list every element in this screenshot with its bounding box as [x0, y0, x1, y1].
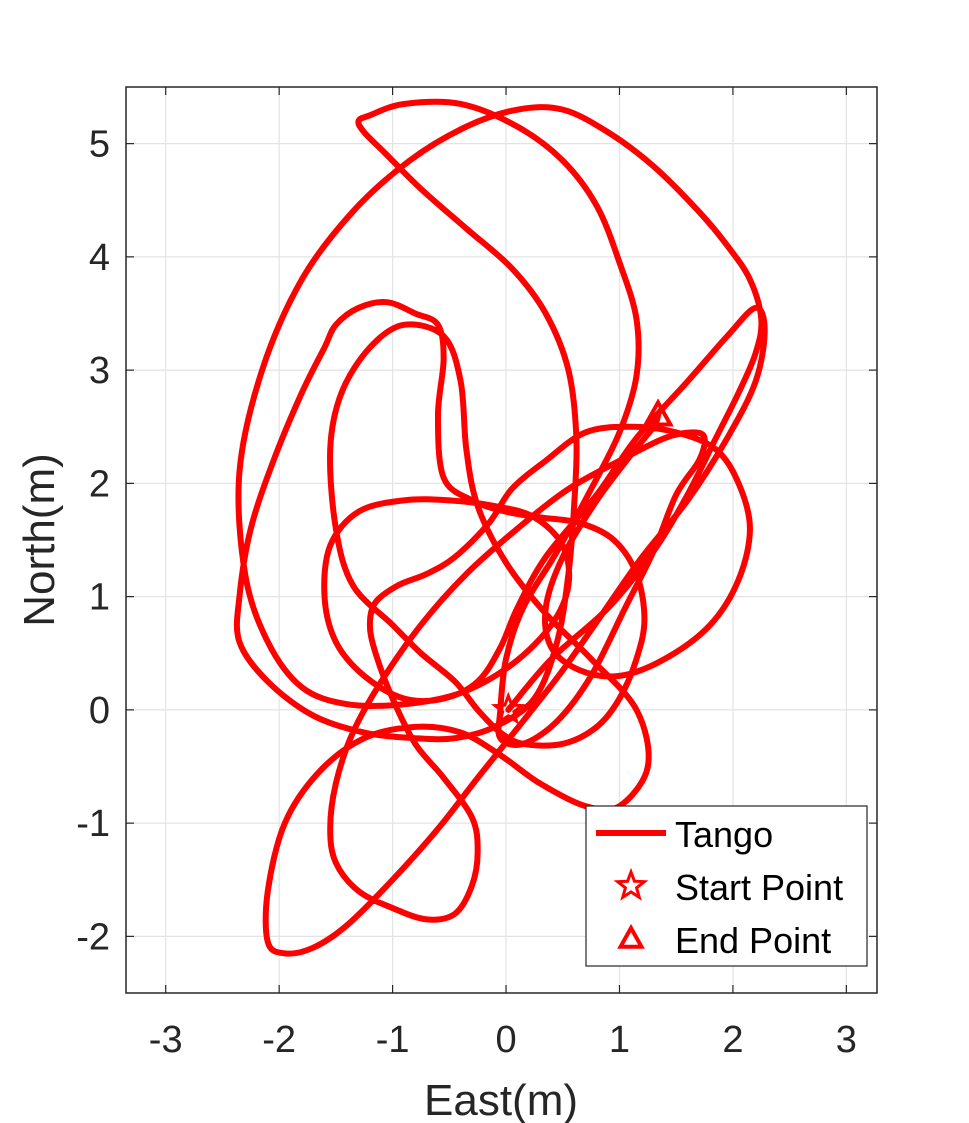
x-tick-label: 1 — [609, 1019, 630, 1061]
y-axis-label: North(m) — [15, 453, 64, 627]
y-tick-label: 2 — [89, 463, 110, 505]
y-tick-label: -1 — [76, 803, 110, 845]
x-axis-label: East(m) — [424, 1076, 578, 1123]
x-tick-labels: -3 -2 -1 0 1 2 3 — [149, 1019, 857, 1061]
legend-end-point-marker — [617, 923, 645, 949]
legend-tango-label: Tango — [675, 814, 773, 855]
x-tick-label: -2 — [262, 1019, 296, 1061]
legend-end-point-label: End Point — [675, 920, 831, 961]
y-tick-label: 1 — [89, 577, 110, 619]
axis-ticks — [126, 87, 877, 993]
x-tick-label: 0 — [495, 1019, 516, 1061]
x-tick-label: 2 — [722, 1019, 743, 1061]
y-tick-labels: -2 -1 0 1 2 3 4 5 — [76, 124, 110, 959]
y-tick-label: 3 — [89, 350, 110, 392]
y-tick-label: 0 — [89, 690, 110, 732]
y-tick-label: 4 — [89, 237, 110, 279]
x-tick-label: -1 — [376, 1019, 410, 1061]
x-tick-label: 3 — [836, 1019, 857, 1061]
axes-box — [125, 86, 878, 994]
legend: Tango Start Point End Point — [585, 805, 868, 967]
plot-area — [233, 98, 768, 957]
y-tick-label: 5 — [89, 124, 110, 166]
legend-start-point-label: Start Point — [675, 867, 843, 908]
legend-start-point-marker — [613, 867, 649, 901]
start-point-marker — [490, 691, 526, 725]
y-tick-label: -2 — [76, 916, 110, 958]
tango-trajectory-line — [233, 98, 768, 957]
end-point-marker — [642, 398, 674, 427]
x-tick-label: -3 — [149, 1019, 183, 1061]
